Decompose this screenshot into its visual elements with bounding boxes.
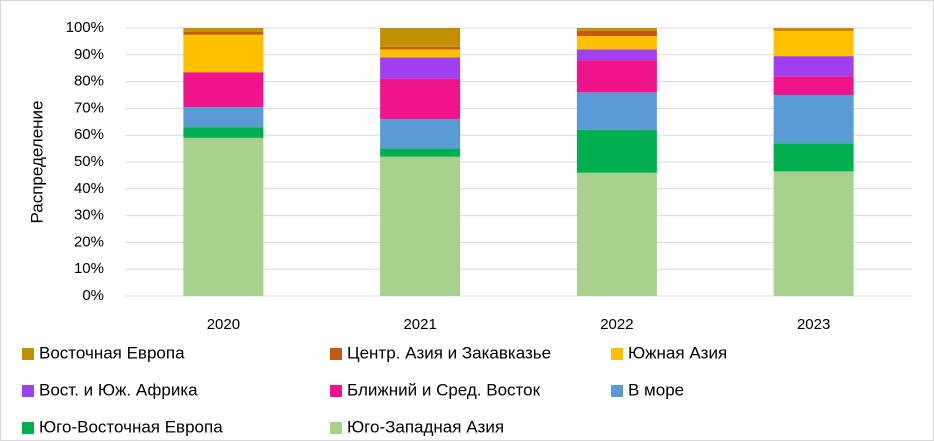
legend-swatch [22, 422, 34, 434]
bar-segment [576, 129, 657, 173]
bar-segment [576, 92, 657, 130]
y-tick-label: 50% [74, 153, 104, 170]
bar-segment [773, 28, 854, 30]
bar-segment [183, 137, 264, 296]
y-tick-label: 10% [74, 260, 104, 277]
legend-swatch [330, 348, 342, 360]
bar-segment [773, 143, 854, 172]
bar-segment [576, 30, 657, 37]
y-tick-label: 40% [74, 180, 104, 197]
bar-segment [380, 148, 461, 157]
legend-swatch [330, 385, 342, 397]
bar-segment [183, 127, 264, 138]
bar-segment [576, 49, 657, 61]
y-tick-label: 70% [74, 99, 104, 116]
bar-segment [773, 56, 854, 77]
bar-segment [380, 28, 461, 47]
legend-label: Центр. Азия и Закавказье [347, 343, 551, 362]
legend-swatch [611, 385, 623, 397]
y-tick-label: 90% [74, 46, 104, 63]
legend-swatch [330, 422, 342, 434]
legend-swatch [22, 385, 34, 397]
bar-segment [576, 36, 657, 50]
bar-segment [380, 78, 461, 120]
bar-segment [183, 72, 264, 108]
legend-label: Южная Азия [628, 343, 727, 362]
bar-segment [576, 172, 657, 296]
legend-label: Юго-Западная Азия [347, 417, 504, 436]
bar-segment [576, 60, 657, 93]
bar-segment [183, 28, 264, 33]
bar-segment [380, 57, 461, 79]
bar-segment [380, 156, 461, 296]
legend-swatch [22, 348, 34, 360]
x-tick-label: 2023 [797, 316, 830, 333]
y-tick-label: 100% [66, 19, 104, 36]
bar-segment [773, 95, 854, 144]
legend-label: Ближний и Сред. Восток [347, 380, 541, 399]
bar-segment [183, 107, 264, 128]
bar-segment [773, 29, 854, 31]
bar-segment [183, 32, 264, 35]
y-tick-label: 30% [74, 207, 104, 224]
bar-segment [773, 30, 854, 57]
legend-label: Вост. и Юж. Африка [39, 380, 198, 399]
legend-label: Восточная Европа [39, 343, 185, 362]
bar-segment [183, 34, 264, 73]
bar-segment [380, 46, 461, 50]
legend-label: В море [628, 380, 684, 399]
x-tick-label: 2021 [403, 316, 436, 333]
legend-label: Юго-Восточная Европа [39, 417, 223, 436]
bar-segment [773, 76, 854, 95]
bar-segment [380, 49, 461, 58]
y-tick-label: 60% [74, 126, 104, 143]
bar-segment [380, 119, 461, 149]
bar-segment [576, 28, 657, 31]
legend-swatch [611, 348, 623, 360]
y-tick-label: 20% [74, 233, 104, 250]
y-axis-label: Распределение [27, 101, 46, 224]
bar-segment [773, 171, 854, 296]
y-tick-label: 0% [82, 287, 104, 304]
x-tick-label: 2020 [207, 316, 240, 333]
y-tick-label: 80% [74, 73, 104, 90]
x-tick-label: 2022 [600, 316, 633, 333]
